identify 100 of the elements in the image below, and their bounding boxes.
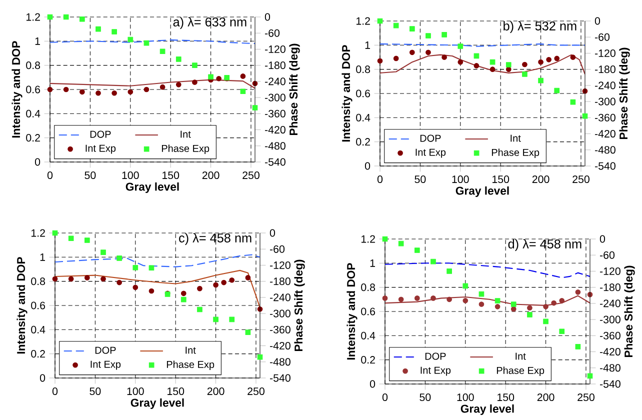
point (180, 290, 186, 296)
point (430, 258, 436, 264)
point (570, 99, 576, 105)
y-tick-label: 0 (364, 162, 370, 170)
point (84, 238, 90, 243)
point (409, 26, 415, 32)
point (382, 296, 388, 301)
point (148, 288, 154, 294)
point (79, 16, 85, 22)
legend-label: Int Exp (86, 144, 116, 154)
legend-label: Phase Exp (496, 366, 544, 376)
y2-tick-label: 0 (270, 229, 276, 237)
point (458, 59, 464, 65)
chart-title: b) λ= 532 nm (504, 21, 576, 33)
x-tick-label: 200 (532, 176, 550, 184)
point (116, 280, 122, 286)
point (128, 89, 134, 95)
point (538, 78, 544, 84)
point (47, 86, 53, 92)
x-tick-label: 200 (537, 394, 554, 402)
x-axis-title: Gray level (126, 182, 179, 193)
y-tick-label: 0.6 (31, 302, 46, 310)
point (522, 62, 528, 68)
point (414, 296, 420, 301)
legend-label: Int (516, 352, 526, 360)
point (257, 354, 263, 360)
point (252, 105, 258, 110)
point (506, 66, 512, 72)
legend-label: DOP (420, 134, 441, 142)
y2-tick-label: -420 (600, 348, 620, 356)
legend-label: Int (186, 346, 196, 354)
y-axis-title: Intensity and DOP (346, 263, 358, 360)
point (240, 88, 246, 94)
point (430, 296, 436, 301)
y2-tick-label: 0 (600, 235, 606, 243)
y2-tick-label: -360 (264, 110, 286, 118)
point (79, 89, 85, 95)
point (426, 50, 431, 56)
y-axis-title: Intensity and DOP (342, 45, 352, 142)
point (112, 90, 117, 96)
chart-title: c) λ= 458 nm (179, 233, 252, 245)
legend-label: Int Exp (90, 360, 121, 370)
y-tick-label: 0.2 (361, 356, 375, 364)
legend-label: Int Exp (420, 366, 451, 376)
point (52, 276, 58, 282)
point (582, 113, 588, 119)
point (510, 302, 516, 307)
y-tick-label: 0.8 (31, 278, 46, 286)
y2-axis-title: Phase Shift (deg) (294, 260, 305, 352)
y2-tick-label: -420 (270, 342, 290, 350)
chart-title: a) λ= 633 nm (173, 17, 246, 29)
legend-label: DOP (90, 130, 111, 138)
point (128, 36, 134, 42)
y2-tick-label: -60 (594, 33, 610, 41)
point (216, 76, 222, 82)
x-tick-label: 150 (498, 394, 514, 402)
point (559, 328, 565, 334)
point (96, 90, 101, 96)
x-tick-label: 100 (127, 388, 144, 396)
point (490, 59, 496, 65)
point (176, 56, 182, 62)
x-tick-label: 50 (90, 388, 101, 396)
point (63, 14, 69, 20)
point (527, 305, 532, 311)
y2-tick-label: -60 (600, 251, 615, 259)
point (160, 48, 166, 54)
y2-tick-label: -240 (270, 294, 290, 302)
y2-tick-label: -240 (600, 300, 620, 308)
point (458, 44, 464, 49)
point (132, 264, 138, 270)
x-tick-label: 100 (122, 172, 139, 180)
point (68, 236, 74, 242)
point (414, 248, 420, 253)
point (426, 33, 431, 38)
y-tick-label: 0.2 (26, 134, 40, 142)
y2-tick-label: -120 (270, 261, 290, 269)
y2-tick-label: -180 (594, 66, 616, 74)
point (543, 304, 548, 310)
point (96, 26, 101, 32)
y-tick-label: 0.4 (26, 110, 40, 118)
y2-tick-label: 0 (594, 17, 600, 25)
y2-tick-label: -540 (594, 162, 616, 170)
y-tick-label: 0.6 (361, 308, 376, 316)
y-tick-label: 0.6 (356, 90, 370, 98)
y-tick-label: 1 (40, 253, 45, 261)
y2-tick-label: -240 (594, 82, 616, 90)
y2-tick-label: -180 (270, 278, 290, 286)
y2-tick-label: -300 (270, 310, 290, 318)
point (245, 330, 251, 336)
point (478, 302, 484, 307)
line-series (55, 254, 260, 268)
y2-tick-label: -480 (600, 364, 620, 372)
point (84, 275, 90, 280)
y2-tick-label: -120 (264, 45, 286, 53)
x-axis-title: Gray level (460, 404, 514, 415)
y-tick-label: 0 (40, 374, 46, 382)
x-axis-title: Gray level (456, 186, 509, 197)
y-tick-label: 1.2 (31, 229, 45, 237)
y2-tick-label: -240 (264, 78, 286, 86)
x-axis-title: Gray level (130, 398, 184, 409)
